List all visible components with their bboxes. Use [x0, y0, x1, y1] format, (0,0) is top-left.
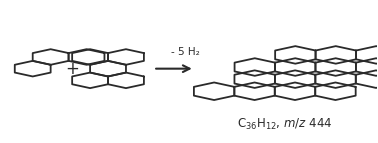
Text: +: + [65, 60, 79, 78]
Text: - 5 H₂: - 5 H₂ [171, 47, 200, 57]
Text: C$_{36}$H$_{12}$, $\mathit{m/z}$ 444: C$_{36}$H$_{12}$, $\mathit{m/z}$ 444 [237, 117, 333, 132]
